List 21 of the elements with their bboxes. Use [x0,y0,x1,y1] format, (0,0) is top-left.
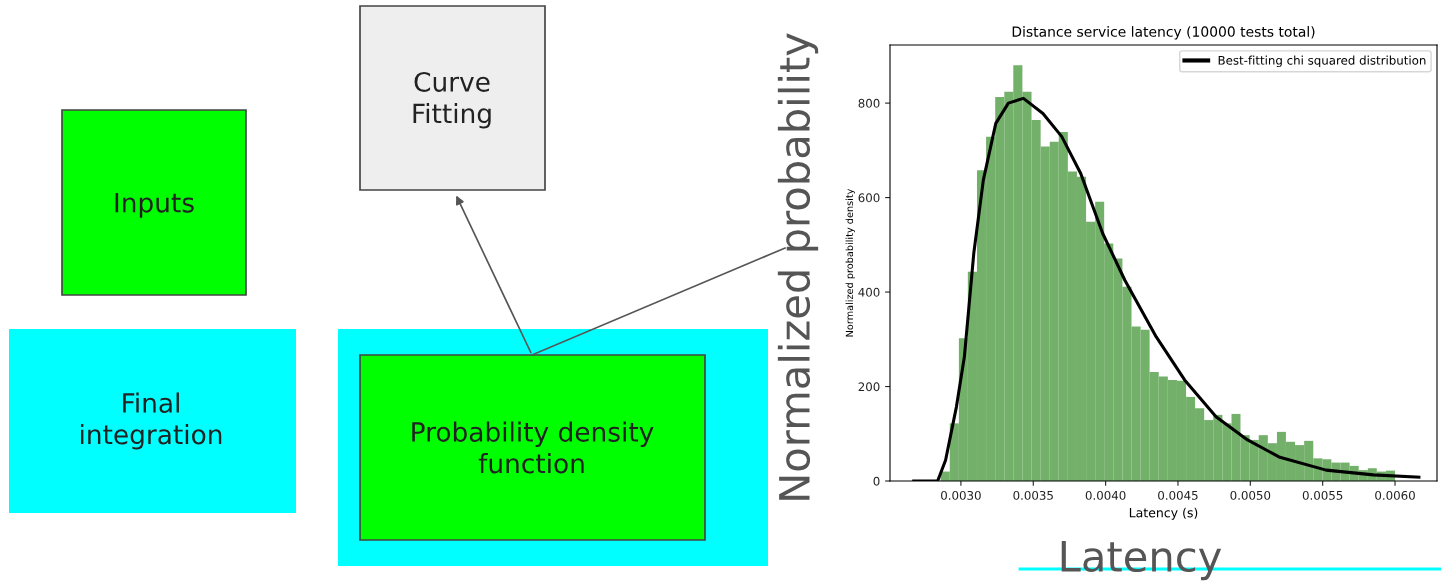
x-tick-label: 0.0055 [1302,490,1343,500]
y-tick-label: 400 [858,287,880,297]
text: Normalized probability [777,33,819,500]
x-tick-label: 0.0030 [941,490,981,500]
text: Probability density function [412,421,654,474]
text: Curve Fitting [413,71,491,129]
x-tick-label: 0.0050 [1230,490,1271,500]
x-tick-label: 0.0040 [1085,490,1126,500]
chart-title: Distance service latency (10000 tests total) [1012,26,1315,40]
y-tick-label: 200 [858,382,880,392]
y-tick-label: 800 [858,98,880,108]
y-tick-label: 0 [873,476,880,486]
text: Inputs [115,193,194,218]
x-tick-label: 0.0060 [1375,490,1415,500]
y-tick-label: 600 [858,193,880,203]
x-tick-label: 0.0045 [1158,490,1198,500]
y-axis-title: Normalized probability density [845,188,855,337]
text: Final integration [81,392,222,450]
x-tick-label: 0.0035 [1013,490,1053,500]
legend-label: Best-fitting chi squared distribution [1218,55,1426,68]
x-axis-title: Latency (s) [1129,507,1198,520]
